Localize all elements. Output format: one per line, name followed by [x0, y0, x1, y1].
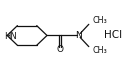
- Text: N: N: [75, 31, 82, 40]
- Text: CH₃: CH₃: [93, 46, 107, 55]
- Text: O: O: [57, 45, 64, 54]
- Text: HN: HN: [4, 32, 17, 41]
- Text: CH₃: CH₃: [93, 16, 107, 25]
- Text: HCl: HCl: [103, 30, 122, 40]
